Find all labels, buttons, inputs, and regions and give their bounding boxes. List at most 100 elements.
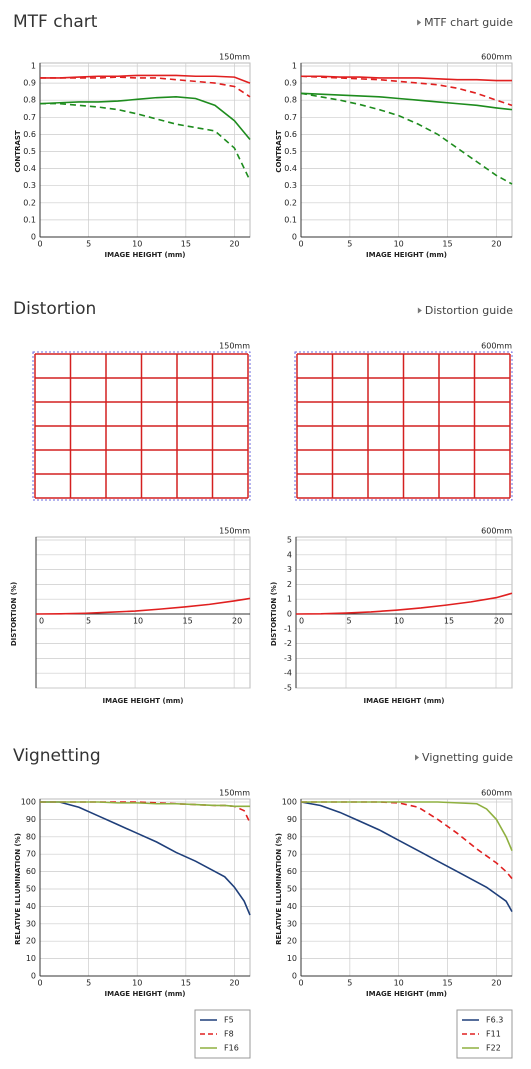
x-tick-label: 15 — [442, 240, 452, 249]
y-tick-label: 0.6 — [284, 130, 297, 139]
y-tick-label: 30 — [26, 919, 36, 928]
series-line — [35, 597, 251, 615]
y-tick-label: 0 — [287, 610, 292, 619]
x-tick-label: 5 — [86, 617, 91, 626]
x-tick-label: 10 — [394, 979, 404, 988]
legend-label: F22 — [486, 1044, 501, 1053]
y-tick-label: 0.5 — [284, 147, 297, 156]
y-tick-label: 0.1 — [284, 215, 297, 224]
series-line — [40, 801, 251, 916]
x-axis-title: IMAGE HEIGHT (mm) — [364, 697, 445, 705]
chart-subtitle: 150mm — [219, 53, 250, 62]
x-axis-title: IMAGE HEIGHT (mm) — [105, 990, 186, 998]
series-line — [40, 74, 251, 84]
y-tick-label: -2 — [284, 639, 292, 648]
guide-link[interactable]: Distortion guide — [425, 304, 513, 317]
x-tick-label: 15 — [181, 979, 191, 988]
guide-link[interactable]: Vignetting guide — [422, 751, 513, 764]
guide-link[interactable]: MTF chart guide — [424, 16, 513, 29]
series-line — [300, 92, 513, 185]
x-tick-label: 15 — [444, 617, 454, 626]
y-tick-label: 10 — [287, 954, 297, 963]
link-arrow — [417, 19, 422, 26]
x-tick-label: 0 — [39, 617, 44, 626]
x-tick-label: 15 — [442, 979, 452, 988]
y-tick-label: 80 — [26, 832, 36, 841]
x-tick-label: 10 — [394, 617, 404, 626]
y-tick-label: 40 — [26, 902, 36, 911]
y-tick-label: 60 — [26, 867, 36, 876]
x-tick-label: 0 — [37, 979, 42, 988]
section-title: MTF chart — [13, 12, 98, 32]
y-tick-label: 100 — [282, 798, 297, 807]
y-tick-label: 70 — [26, 850, 36, 859]
y-tick-label: 1 — [292, 62, 297, 71]
y-tick-label: 30 — [287, 919, 297, 928]
y-tick-label: -4 — [284, 669, 292, 678]
y-tick-label: 0.5 — [23, 147, 36, 156]
x-tick-label: 20 — [232, 617, 242, 626]
plot-frame — [39, 62, 251, 238]
chart-subtitle: 600mm — [481, 789, 512, 798]
y-tick-label: 0.2 — [284, 198, 297, 207]
grid-frame — [32, 351, 251, 501]
y-tick-label: 5 — [287, 536, 292, 545]
series-line — [40, 801, 250, 808]
x-tick-label: 5 — [347, 240, 352, 249]
plot-frame — [35, 536, 251, 689]
series-line — [300, 75, 513, 107]
y-axis-title: DISTORTION (%) — [10, 582, 18, 646]
x-tick-label: 10 — [133, 617, 143, 626]
series-line — [40, 76, 251, 98]
plot-frame — [295, 536, 513, 689]
x-tick-label: 20 — [491, 240, 501, 249]
legend-label: F6.3 — [486, 1016, 503, 1025]
x-tick-label: 20 — [491, 979, 501, 988]
y-tick-label: 0.1 — [23, 215, 36, 224]
grid-frame — [294, 351, 513, 501]
y-tick-label: 50 — [26, 885, 36, 894]
legend-label: F16 — [224, 1044, 239, 1053]
series-line — [295, 592, 513, 615]
x-tick-label: 20 — [229, 240, 239, 249]
x-tick-label: 0 — [37, 240, 42, 249]
y-axis-title: DISTORTION (%) — [270, 582, 278, 646]
section-title: Vignetting — [13, 746, 101, 766]
y-tick-label: 0.3 — [23, 181, 36, 190]
y-tick-label: 0.6 — [23, 130, 36, 139]
y-tick-label: 0.9 — [284, 79, 297, 88]
chart-subtitle: 150mm — [219, 527, 250, 536]
y-tick-label: 70 — [287, 850, 297, 859]
y-tick-label: 10 — [26, 954, 36, 963]
y-tick-label: 40 — [287, 902, 297, 911]
y-tick-label: 90 — [26, 815, 36, 824]
y-tick-label: 0.8 — [23, 96, 36, 105]
y-tick-label: 60 — [287, 867, 297, 876]
x-tick-label: 0 — [298, 240, 303, 249]
legend-label: F8 — [224, 1030, 234, 1039]
legend-label: F11 — [486, 1030, 501, 1039]
x-tick-label: 20 — [229, 979, 239, 988]
y-tick-label: 0 — [31, 972, 36, 981]
x-tick-label: 5 — [86, 979, 91, 988]
x-tick-label: 0 — [299, 617, 304, 626]
y-tick-label: 20 — [287, 937, 297, 946]
y-tick-label: 0.9 — [23, 79, 36, 88]
y-tick-label: -1 — [284, 624, 292, 633]
chart-subtitle: 600mm — [481, 527, 512, 536]
y-tick-label: 80 — [287, 832, 297, 841]
y-axis-title: RELATIVE ILLUMINATION (%) — [14, 833, 22, 945]
x-axis-title: IMAGE HEIGHT (mm) — [366, 251, 447, 259]
y-axis-title: CONTRAST — [275, 130, 283, 173]
series-line — [301, 75, 512, 82]
grid-label: 150mm — [219, 342, 250, 351]
series-line — [301, 801, 513, 880]
y-axis-title: CONTRAST — [14, 130, 22, 173]
x-tick-label: 10 — [394, 240, 404, 249]
x-tick-label: 15 — [181, 240, 191, 249]
y-tick-label: 0.7 — [284, 113, 297, 122]
y-tick-label: 0 — [292, 972, 297, 981]
legend-label: F5 — [224, 1016, 234, 1025]
link-arrow — [415, 754, 420, 761]
